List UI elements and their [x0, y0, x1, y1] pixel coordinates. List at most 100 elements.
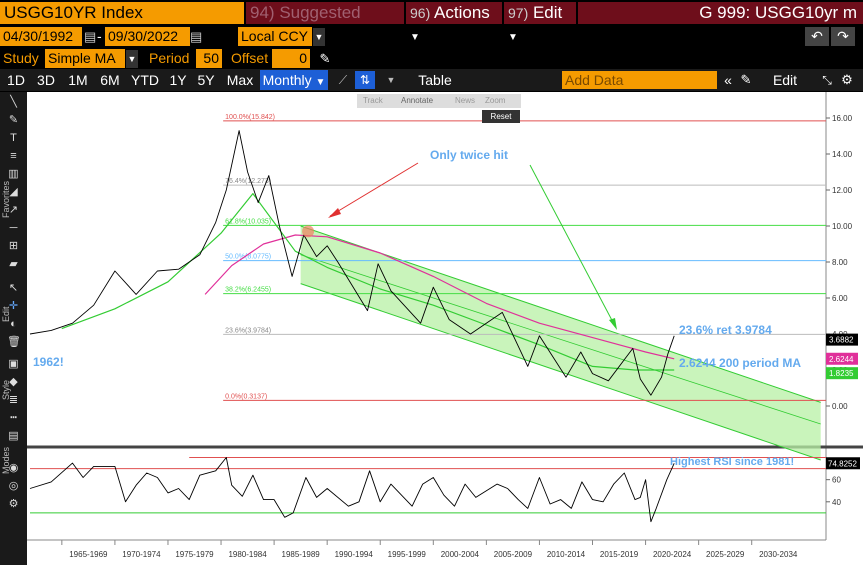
annotate-button[interactable]: Annotate [401, 96, 434, 105]
x-tick-label: 2015-2019 [600, 550, 639, 559]
mode-3-icon[interactable]: ⚙ [8, 498, 19, 510]
period-label: Period [149, 50, 190, 66]
mode-2-icon[interactable]: ◎ [8, 480, 19, 492]
redo-icon[interactable]: ↷ [831, 27, 855, 46]
text-tool-icon[interactable]: T [10, 132, 17, 144]
price-label-box [826, 352, 858, 365]
calendar-icon[interactable]: ▤ [190, 29, 203, 44]
line-style-icon[interactable]: ┅ [10, 412, 17, 424]
channel-upper-line [300, 225, 821, 403]
pen-tool-icon[interactable]: ✎ [8, 114, 19, 126]
resize-icon[interactable]: ⤡ [822, 73, 832, 87]
edit-chart-icon[interactable]: ✎ [740, 72, 752, 87]
y-axis-strip [826, 92, 863, 565]
currency-dropdown-icon[interactable]: ▼ [313, 28, 325, 46]
offset-input[interactable]: 0 [272, 49, 310, 68]
ticker-field[interactable]: USGG10YR Index [0, 2, 244, 24]
frequency-select[interactable]: Monthly ▼ [260, 70, 328, 90]
rsi-label-text: 74.8252 [828, 459, 857, 468]
study-dropdown-icon[interactable]: ▼ [126, 50, 138, 68]
eraser-tool-icon[interactable]: ▰ [9, 258, 18, 270]
calendar-icon[interactable]: ▤ [84, 29, 97, 44]
news-button[interactable]: News [455, 96, 476, 105]
y-tick-label: 8.00 [832, 258, 848, 267]
x-tick-label: 1965-1969 [69, 550, 108, 559]
undo-icon[interactable]: ↶ [805, 27, 829, 46]
shape-tool-icon[interactable]: ◢ [9, 186, 18, 198]
cursor-tool-icon[interactable]: ↖ [8, 282, 19, 294]
fill-tool-icon[interactable]: ◆ [9, 376, 18, 388]
crosshair-tool-icon[interactable]: ✛ [8, 300, 19, 312]
channel-tool-icon[interactable]: ▥ [8, 168, 19, 180]
collapse-icon[interactable]: « [724, 72, 732, 88]
delete-tool-icon[interactable]: 🗑 [7, 336, 21, 348]
price-line [29, 130, 675, 396]
timeframe-5y[interactable]: 5Y [197, 72, 215, 88]
timeframe-3d[interactable]: 3D [37, 72, 55, 88]
x-tick-label: 2000-2004 [441, 550, 480, 559]
x-tick-label: 2030-2034 [759, 550, 798, 559]
end-date-field[interactable]: 09/30/2022 [105, 27, 190, 46]
rsi-y-tick-label: 60 [832, 476, 841, 485]
opacity-icon[interactable]: ▤ [8, 430, 19, 442]
add-data-input[interactable]: Add Data [562, 71, 717, 89]
rsi-label-box [826, 457, 860, 470]
fib-level-label: 61.8%(10.035) [225, 218, 271, 225]
timeframe-1m[interactable]: 1M [68, 72, 88, 88]
fib-level-label: 100.0%(15.842) [225, 114, 275, 121]
reset-button[interactable]: Reset [482, 110, 520, 123]
edit-menu[interactable]: 97) Edit ▼ [504, 2, 576, 43]
hline-tool-icon[interactable]: ─ [9, 222, 18, 234]
actions-label: Actions [434, 3, 490, 22]
x-tick-label: 1970-1974 [122, 550, 161, 559]
fib-level-label: 50.0%(8.0775) [225, 254, 271, 261]
annotation-highest-rsi: Highest RSI since 1981! [670, 456, 794, 468]
trend-channel-fill [300, 226, 821, 460]
ma200-line [204, 234, 675, 360]
chart-mini-toolbar: Track Annotate News Zoom [357, 94, 521, 108]
start-date-field[interactable]: 04/30/1992 [0, 27, 82, 46]
annotation-1962: 1962! [33, 355, 64, 369]
table-button[interactable]: Table [418, 72, 452, 88]
timeframe-6m[interactable]: 6M [100, 72, 120, 88]
arrow-tool-icon[interactable]: ↗ [8, 204, 19, 216]
timeframe-1y[interactable]: 1Y [169, 72, 187, 88]
x-tick-label: 2010-2014 [547, 550, 586, 559]
zoom-button[interactable]: Zoom [485, 96, 506, 105]
ma50-line [61, 193, 675, 371]
bar-chart-icon[interactable]: ⇅ [355, 71, 375, 89]
line-tool-icon[interactable]: ╲ [10, 96, 17, 108]
currency-select[interactable]: Local CCY [238, 27, 312, 46]
y-tick-label: 16.00 [832, 114, 853, 123]
timeframe-ytd[interactable]: YTD [131, 72, 159, 88]
magnet-tool-icon[interactable]: ◐ [10, 318, 17, 330]
timeframe-max[interactable]: Max [226, 72, 254, 88]
actions-menu[interactable]: 96) Actions ▼ [406, 2, 502, 43]
measure-tool-icon[interactable]: ⊞ [8, 240, 19, 252]
line-weight-icon[interactable]: ≣ [8, 394, 19, 406]
color-tool-icon[interactable]: ▣ [8, 358, 19, 370]
x-tick-label: 1975-1979 [175, 550, 214, 559]
track-button[interactable]: Track [363, 96, 383, 105]
chart-type-dropdown-icon[interactable]: ▼ [386, 75, 396, 85]
line-chart-icon[interactable]: ⟋ [338, 73, 348, 87]
annotation-arrowhead-green [609, 318, 617, 330]
price-label-text: 2.6244 [829, 355, 854, 364]
mode-1-icon[interactable]: ◉ [8, 462, 19, 474]
study-select[interactable]: Simple MA [45, 49, 125, 68]
x-tick-label: 2020-2024 [653, 550, 692, 559]
annotation-arrow-red [329, 162, 419, 217]
pencil-icon[interactable]: ✎ [319, 51, 331, 66]
x-tick-label: 1980-1984 [228, 550, 267, 559]
fib-tool-icon[interactable]: ≡ [10, 150, 17, 162]
settings-icon[interactable]: ⚙ [841, 72, 853, 87]
y-tick-label: 0.00 [832, 402, 848, 411]
study-label: Study [3, 50, 39, 66]
y-tick-label: 10.00 [832, 222, 853, 231]
period-input[interactable]: 50 [196, 49, 222, 68]
actions-number: 96) [410, 5, 431, 21]
timeframe-1d[interactable]: 1D [7, 72, 25, 88]
fib-level-label: 76.4%(12.273) [225, 178, 271, 185]
price-label-text: 1.8235 [829, 369, 854, 378]
